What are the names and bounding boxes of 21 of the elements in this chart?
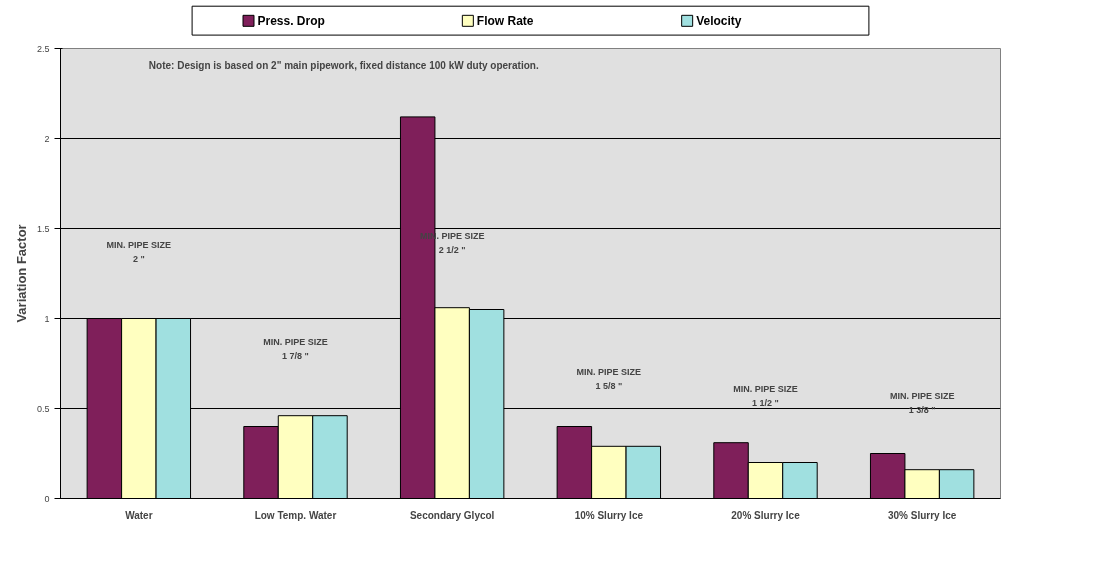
y-tick-label: 0 [44,493,50,504]
annotation: MIN. PIPE SIZE 2 " [106,239,172,264]
annotation: MIN. PIPE SIZE 1 5/8 " [576,367,642,392]
x-tick-label: Water [125,509,153,521]
y-tick-label: 2 [44,133,50,144]
y-tick-label: 1 [44,313,50,324]
x-tick-label: Secondary Glycol [409,509,495,521]
y-tick-label: 1.5 [36,223,50,234]
x-tick-label: 10% Slurry Ice [574,509,644,521]
legend-label: Press. Drop [257,13,325,28]
annotation: Note: Design is based on 2" main pipework, fixed distance 100 kW duty operation. [148,59,539,71]
y-axis-title: Variation Factor [13,224,29,323]
x-tick-label: 20% Slurry Ice [731,509,801,521]
y-tick-label: 2.5 [36,43,50,54]
legend-label: Flow Rate [476,13,534,28]
annotation: MIN. PIPE SIZE 1 7/8 " [263,336,328,361]
legend-label: Velocity [696,13,742,28]
y-tick-label: 0.5 [36,403,50,414]
x-tick-label: Low Temp. Water [254,509,337,521]
x-tick-label: 30% Slurry Ice [887,509,957,521]
annotation: MIN. PIPE SIZE 1 1/2 " [733,383,798,408]
